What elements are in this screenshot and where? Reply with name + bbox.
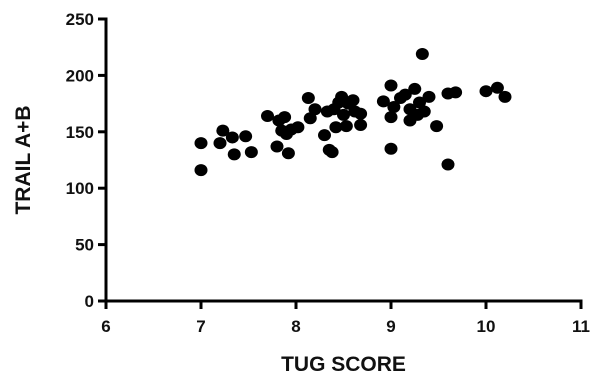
- data-point: [239, 130, 253, 143]
- data-point: [490, 81, 504, 94]
- data-point: [337, 108, 350, 121]
- x-tick-label: 8: [291, 317, 300, 336]
- data-point: [225, 131, 239, 144]
- x-tick-label: 6: [101, 317, 110, 336]
- data-point: [384, 111, 398, 124]
- x-axis: 6 7 8 9 10 11: [101, 299, 590, 336]
- x-axis-title: TUG SCORE: [281, 353, 406, 376]
- data-point: [216, 124, 230, 137]
- y-tick-label: 100: [66, 179, 94, 198]
- data-point: [346, 94, 360, 107]
- data-point: [413, 96, 426, 109]
- data-point: [281, 147, 295, 160]
- data-point: [339, 120, 353, 133]
- data-point: [303, 112, 317, 125]
- y-tick-label: 50: [75, 236, 94, 255]
- data-point: [417, 105, 431, 118]
- y-tick-label: 250: [66, 10, 94, 29]
- data-point: [387, 100, 401, 113]
- data-point: [398, 88, 412, 101]
- y-tick-label: 150: [66, 123, 94, 142]
- data-point: [498, 90, 512, 103]
- data-point: [441, 158, 455, 171]
- data-point: [227, 148, 241, 161]
- data-point: [408, 82, 422, 95]
- data-point: [301, 91, 315, 104]
- y-tick-label: 0: [85, 292, 94, 311]
- data-points: [194, 47, 512, 177]
- data-point: [415, 47, 429, 60]
- data-point: [354, 107, 368, 120]
- y-tick-label: 200: [66, 66, 94, 85]
- y-axis-title: TRAIL A+B: [12, 105, 35, 214]
- data-point: [278, 111, 292, 124]
- data-point: [354, 119, 368, 132]
- data-point: [329, 121, 343, 134]
- x-tick-label: 10: [477, 317, 496, 336]
- data-point: [244, 146, 258, 159]
- data-point: [194, 137, 208, 150]
- data-point: [449, 86, 463, 99]
- data-point: [479, 85, 493, 98]
- data-point: [270, 140, 284, 153]
- x-tick-label: 9: [386, 317, 395, 336]
- x-tick-label: 7: [196, 317, 205, 336]
- x-tick-label: 11: [572, 317, 590, 336]
- data-point: [384, 79, 398, 92]
- data-point: [213, 137, 227, 150]
- data-point: [430, 120, 444, 133]
- data-point: [422, 90, 436, 103]
- data-point: [318, 129, 331, 142]
- data-point: [376, 95, 390, 108]
- data-point: [194, 164, 208, 177]
- y-axis: 0 50 100 150 200 250: [66, 10, 108, 311]
- data-point: [291, 121, 305, 134]
- data-point: [308, 103, 322, 116]
- data-point: [384, 142, 398, 155]
- data-point: [261, 110, 274, 123]
- data-point: [325, 146, 339, 159]
